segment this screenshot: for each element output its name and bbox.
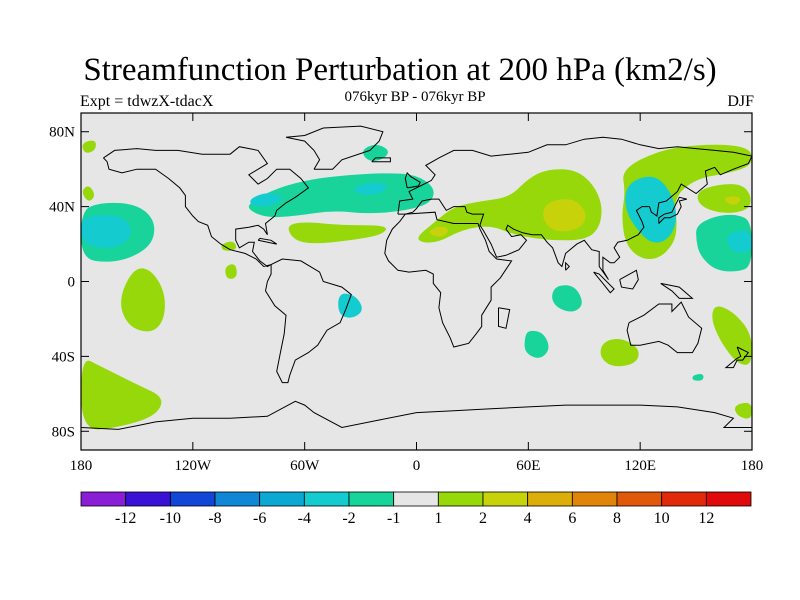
contour-region-8 [82, 140, 96, 153]
colorbar-swatch [437, 491, 484, 507]
colorbar-swatch [616, 491, 663, 507]
coastline-sri-lanka [565, 261, 571, 271]
colorbar-swatch [571, 491, 618, 507]
contour-region-7 [363, 144, 388, 161]
colorbar-label: -12 [115, 510, 136, 527]
contour-region-27 [712, 306, 752, 365]
plot-subtitle: 076kyr BP - 076kyr BP [344, 89, 486, 105]
x-tick-label: 60E [516, 458, 540, 474]
coastline-australia [626, 301, 703, 354]
x-tick-label: 120W [174, 458, 212, 474]
coastline-europe-asia [397, 136, 752, 280]
contour-region-25 [524, 330, 549, 358]
x-tick-label: 0 [413, 458, 421, 474]
colorbar-label: 12 [698, 510, 714, 527]
coastline-uk [404, 171, 421, 189]
colorbar-label: -8 [208, 510, 221, 527]
colorbar-swatch [661, 491, 707, 507]
coastline-antarctica [81, 400, 752, 430]
contour-region-20 [697, 184, 751, 213]
contour-region-6 [250, 193, 282, 207]
colorbar-label: -6 [253, 510, 266, 527]
axis-ticks: 180 120W 60W 0 60E 120E 180 80N 40N 0 40S 80S [49, 113, 763, 474]
coastline-iceland [371, 157, 391, 163]
colorbar-swatch [393, 491, 439, 507]
colorbar-swatch [259, 491, 305, 507]
coastline-new-guinea [660, 282, 694, 299]
x-tick-label: 180 [741, 458, 764, 474]
experiment-label: Expt = tdwzX-tdacX [80, 93, 214, 110]
colorbar-label: 8 [613, 510, 621, 527]
coastline-madagascar [498, 307, 511, 329]
colorbar: -12 -10 -8 -6 -4 -2 -1 1 2 4 6 8 10 12 [80, 491, 752, 527]
colorbar-label: 6 [568, 510, 576, 527]
contour-region-12 [121, 268, 165, 332]
coastline-borneo [619, 269, 639, 290]
colorbar-swatch [527, 491, 573, 507]
colorbar-label: 2 [479, 510, 487, 527]
colorbar-label: 10 [654, 510, 670, 527]
x-tick-label: 120E [624, 458, 656, 474]
contour-region-13 [338, 293, 362, 318]
y-tick-label: 0 [68, 275, 76, 291]
colorbar-swatch [705, 491, 752, 507]
colorbar-label: 4 [524, 510, 532, 527]
coastline-north-america [103, 146, 310, 268]
contour-region-17 [543, 199, 586, 232]
contour-region-26 [600, 339, 639, 367]
field-layer [81, 140, 752, 430]
y-tick-label: 40N [49, 200, 75, 216]
contour-region-23 [727, 230, 752, 253]
contour-region-29 [734, 402, 752, 419]
coastline-japan [658, 196, 687, 224]
contour-region-9 [288, 222, 387, 244]
colorbar-swatch [214, 491, 261, 507]
contour-region-14 [81, 360, 162, 430]
contour-region-22 [696, 214, 752, 272]
colorbar-label: -4 [298, 510, 311, 527]
coastline-greenland [285, 125, 384, 170]
colorbar-label: -2 [342, 510, 355, 527]
contour-region-4 [248, 173, 434, 218]
coastline-cuba [257, 237, 277, 245]
y-tick-label: 40S [52, 349, 75, 365]
season-label: DJF [727, 93, 754, 110]
contour-region-21 [725, 196, 741, 205]
colorbar-swatch [169, 491, 216, 507]
plot-title: Streamfunction Perturbation at 200 hPa (… [83, 52, 717, 88]
y-tick-label: 80S [52, 424, 75, 440]
colorbar-swatch [80, 491, 127, 507]
coastline-africa [384, 211, 513, 348]
x-tick-label: 60W [290, 458, 320, 474]
colorbar-label: -10 [160, 510, 181, 527]
colorbar-label: -1 [387, 510, 400, 527]
y-tick-label: 80N [49, 125, 75, 141]
colorbar-swatch [125, 491, 171, 507]
coastline-south-america [264, 258, 352, 384]
contour-region-16 [429, 226, 448, 237]
contour-region-28 [692, 373, 704, 381]
contour-region-2 [81, 215, 131, 248]
colorbar-swatch [303, 491, 350, 507]
x-tick-label: 180 [70, 458, 93, 474]
colorbar-swatch [348, 491, 395, 507]
contour-region-11 [225, 264, 237, 279]
colorbar-label: 1 [434, 510, 442, 527]
coastline-sumatra [593, 271, 615, 294]
contour-region-10 [221, 241, 237, 251]
contour-region-24 [552, 285, 582, 312]
colorbar-swatch [482, 491, 529, 507]
contour-region-5 [354, 182, 387, 195]
contour-region-3 [82, 186, 95, 201]
coastline-layer [81, 125, 752, 430]
coastline-new-zealand [724, 346, 750, 369]
